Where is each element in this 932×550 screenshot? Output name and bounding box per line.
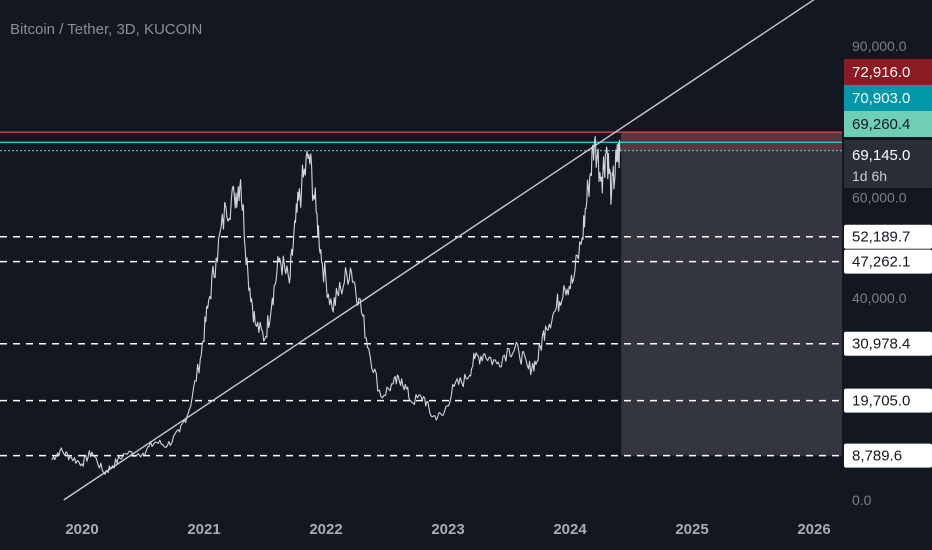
support-level-tag[interactable] bbox=[844, 388, 932, 413]
time-tick-label: 2023 bbox=[431, 521, 464, 538]
price-series[interactable] bbox=[51, 136, 621, 475]
support-level-tag-label: 52,189.7 bbox=[852, 229, 910, 246]
support-level-tag[interactable] bbox=[844, 331, 932, 356]
support-level-tag[interactable] bbox=[844, 224, 932, 249]
time-tick-label: 2021 bbox=[187, 521, 220, 538]
price-level-tag-label: 70,903.0 bbox=[852, 90, 910, 107]
trendline[interactable] bbox=[63, 0, 820, 501]
time-tick-label: 2025 bbox=[675, 521, 708, 538]
time-tick-label: 2024 bbox=[553, 521, 587, 538]
price-level-tag[interactable] bbox=[844, 111, 932, 137]
support-level-tag[interactable] bbox=[844, 249, 932, 274]
projection-box[interactable] bbox=[621, 132, 842, 456]
price-tick-label: 60,000.0 bbox=[852, 189, 907, 205]
chart-title: Bitcoin / Tether, 3D, KUCOIN bbox=[10, 21, 202, 38]
price-level-tag-label: 72,916.0 bbox=[852, 64, 910, 81]
support-level-tag[interactable] bbox=[844, 443, 932, 468]
time-tick-label: 2022 bbox=[309, 521, 342, 538]
time-tick-label: 2026 bbox=[797, 521, 830, 538]
price-tick-label: 40,000.0 bbox=[852, 290, 907, 306]
time-tick-label: 2020 bbox=[65, 521, 98, 538]
countdown-label: 1d 6h bbox=[852, 168, 887, 184]
support-level-tag-label: 8,789.6 bbox=[852, 448, 902, 465]
support-level-tag-label: 47,262.1 bbox=[852, 254, 910, 271]
current-price-label: 69,145.0 bbox=[852, 147, 910, 164]
support-level-tag-label: 19,705.0 bbox=[852, 393, 910, 410]
price-level-tag-label: 69,260.4 bbox=[852, 116, 910, 133]
support-level-tag-label: 30,978.4 bbox=[852, 336, 910, 353]
price-tick-label: 0.0 bbox=[852, 492, 872, 508]
projection-box-top bbox=[621, 132, 842, 151]
price-level-tag[interactable] bbox=[844, 59, 932, 85]
price-level-tag[interactable] bbox=[844, 85, 932, 111]
price-tick-label: 90,000.0 bbox=[852, 38, 907, 54]
current-price-tag[interactable] bbox=[844, 140, 932, 188]
